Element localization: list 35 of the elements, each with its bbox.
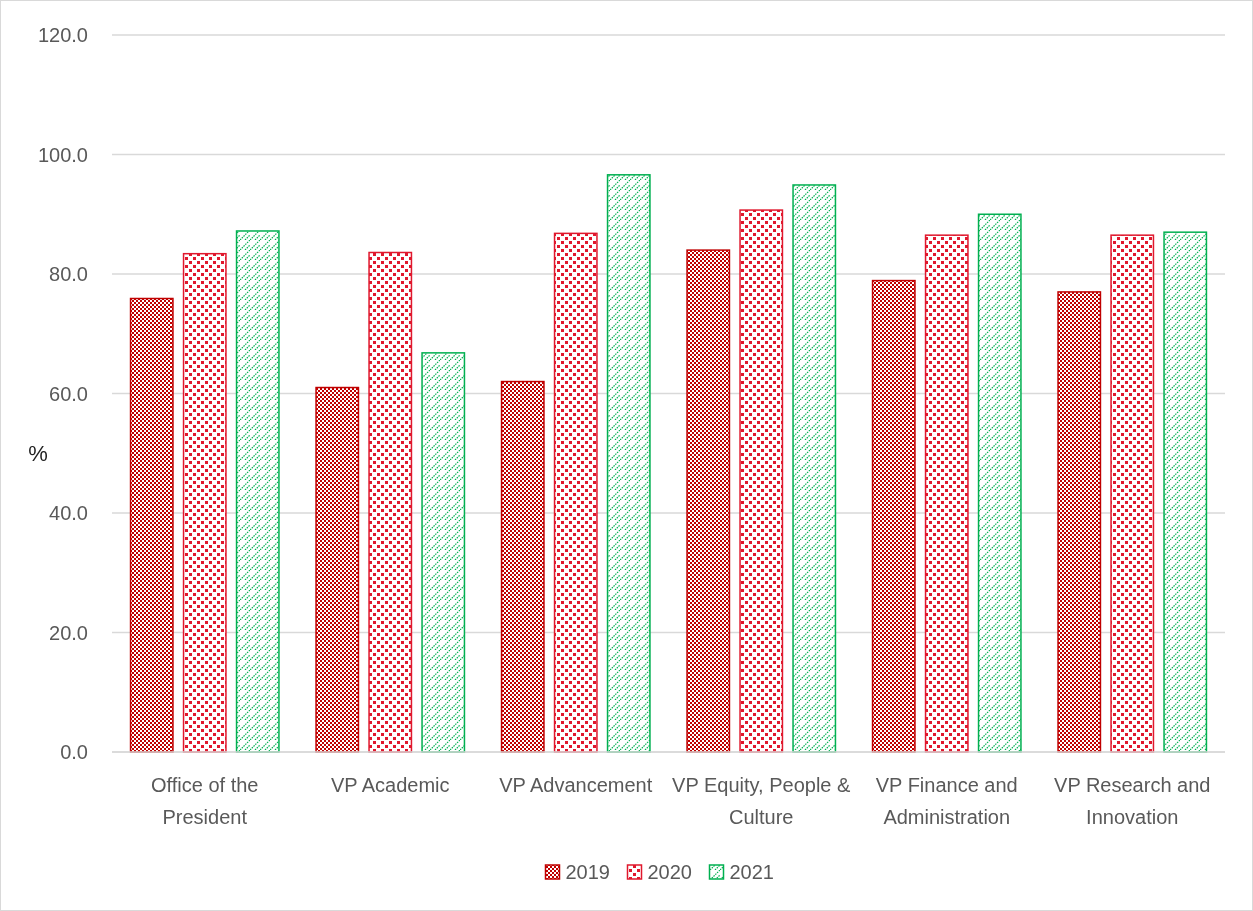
- x-tick-label: Office of the President: [151, 774, 259, 828]
- bar: [553, 232, 598, 753]
- bar: [315, 386, 360, 753]
- y-tick-label: 20.0: [49, 621, 88, 644]
- bar: [500, 380, 545, 753]
- y-tick-label: 100.0: [37, 143, 88, 166]
- bar: [368, 251, 413, 753]
- bar: [924, 234, 969, 753]
- bar: [1163, 231, 1208, 753]
- bar: [686, 249, 731, 753]
- x-tick-label: VP Advancement: [499, 774, 653, 796]
- bar: [871, 279, 916, 753]
- y-tick-label: 60.0: [49, 382, 88, 405]
- bar: [606, 174, 651, 753]
- legend-label: 2019: [565, 861, 610, 883]
- legend-label: 2021: [729, 861, 774, 883]
- bar: [182, 252, 227, 753]
- y-tick-label: 120.0: [37, 24, 88, 46]
- bar: [1057, 291, 1102, 753]
- bar: [129, 297, 174, 753]
- x-tick-label: VP Equity, People & Culture: [672, 774, 852, 828]
- bar: [739, 209, 784, 753]
- y-tick-label: 0.0: [60, 741, 88, 763]
- bar: [235, 230, 280, 753]
- y-tick-label: 80.0: [49, 263, 88, 285]
- x-tick-label: VP Finance and Administration: [875, 774, 1018, 828]
- bar: [792, 184, 837, 753]
- bar: [421, 352, 466, 753]
- x-tick-label: VP Academic: [330, 774, 450, 796]
- y-axis-title: %: [28, 441, 48, 467]
- legend-label: 2020: [647, 861, 692, 883]
- y-tick-label: 40.0: [49, 502, 88, 524]
- bar: [977, 213, 1022, 753]
- bar: [1110, 234, 1155, 753]
- x-tick-label: VP Research and Innovation: [1054, 774, 1211, 828]
